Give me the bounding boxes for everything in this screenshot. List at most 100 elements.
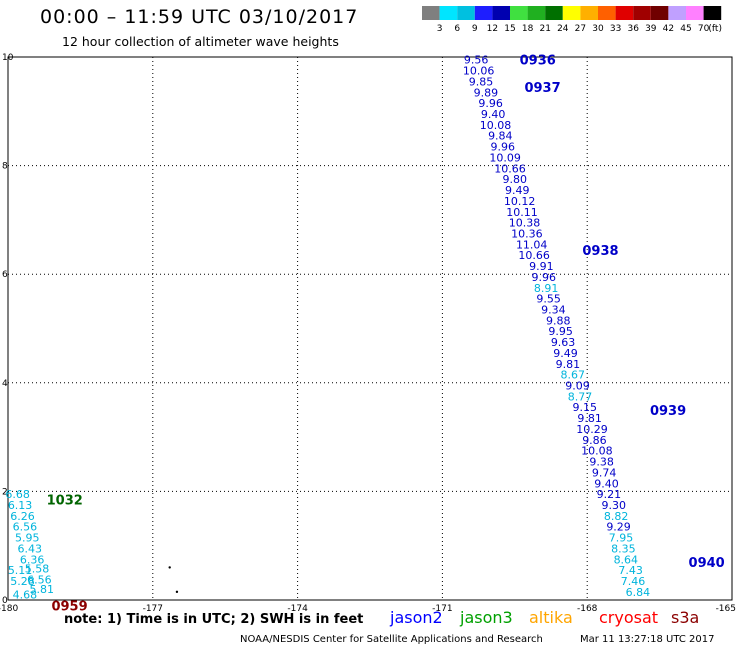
- wave-height-label: 8.35: [611, 542, 636, 555]
- wave-height-label: 10.29: [576, 423, 608, 436]
- wave-height-label: 8.77: [568, 390, 593, 403]
- colorbar-swatch: [545, 6, 563, 20]
- wave-height-label: 8.67: [560, 369, 585, 382]
- colorbar-tick-label: 9: [472, 24, 478, 34]
- colorbar-tick-label: 24: [557, 24, 569, 34]
- wave-height-label: 10.38: [509, 217, 541, 230]
- colorbar-legend: 3 6 9 12 15 18 21 24 27 30 33 36 39 42 45 70 (ft): [422, 6, 722, 34]
- colorbar-swatch: [510, 6, 528, 20]
- colorbar-tick-label: 39: [645, 24, 657, 34]
- wave-height-label: 5.95: [15, 532, 40, 545]
- wave-height-label: 6.56: [13, 521, 38, 534]
- colorbar-swatch: [598, 6, 616, 20]
- y-tick-label: 2: [2, 487, 8, 497]
- wave-height-label: 7.43: [618, 564, 643, 577]
- axis-ticks: -180 -177 -174 -171 -168 -165 0 2 4 6 8 10: [0, 53, 736, 614]
- wave-height-label: 10.06: [463, 65, 495, 78]
- wave-height-label: 11.04: [516, 238, 548, 251]
- wave-height-label: 6.84: [626, 586, 651, 599]
- wave-height-label: 9.85: [469, 75, 494, 88]
- satellite-legend-jason2: jason2: [390, 608, 443, 627]
- wave-height-label: 9.96: [532, 271, 557, 284]
- colorbar-tick-label: 21: [539, 24, 550, 34]
- wave-height-label: 5.28: [10, 575, 35, 588]
- wave-height-label: 5.11: [8, 564, 33, 577]
- colorbar-tick-label: 3: [437, 24, 443, 34]
- wave-height-label: 8.64: [614, 553, 639, 566]
- wave-height-label: 9.49: [553, 347, 578, 360]
- colorbar-swatch: [422, 6, 440, 20]
- pass-time-labels: 0936 0937 0938 0939 0940 1032 0959: [47, 54, 725, 615]
- colorbar-tick-label: 18: [522, 24, 534, 34]
- wave-height-label: 9.81: [556, 358, 581, 371]
- map-subtitle: 12 hour collection of altimeter wave hei…: [62, 34, 339, 49]
- lat-lon-grid: [7, 56, 733, 601]
- satellite-legend-cryosat: cryosat: [599, 608, 659, 627]
- colorbar-swatch: [703, 6, 722, 20]
- x-tick-label: -174: [287, 604, 308, 614]
- wave-height-label: 10.66: [518, 249, 550, 262]
- colorbar-tick-label: 27: [575, 24, 586, 34]
- satellite-legend-jason3: jason3: [460, 608, 513, 627]
- wave-height-label: 9.86: [582, 434, 607, 447]
- colorbar-tick-label: 15: [504, 24, 515, 34]
- wave-height-label: 10.66: [494, 162, 526, 175]
- pass-time-label: 1032: [47, 494, 83, 509]
- colorbar-swatch: [439, 6, 458, 20]
- wave-height-label: 10.12: [504, 195, 536, 208]
- observation-dot: [175, 590, 179, 594]
- wave-height-label: 9.34: [541, 303, 566, 316]
- wave-height-values: 9.5610.069.859.899.969.4010.089.849.9610…: [5, 54, 650, 602]
- wave-height-label: 6.68: [5, 488, 30, 501]
- pass-time-label: 0959: [51, 599, 87, 614]
- colorbar-swatch: [562, 6, 581, 20]
- wave-height-label: 9.96: [490, 141, 515, 154]
- wave-height-label: 5.58: [25, 563, 50, 576]
- wave-height-label: 9.96: [478, 97, 503, 110]
- pass-time-label: 0940: [689, 556, 725, 571]
- wave-height-label: 8.91: [534, 282, 559, 295]
- wave-height-label: 9.49: [505, 184, 530, 197]
- wave-height-label: 8.82: [604, 510, 629, 523]
- wave-height-label: 9.56: [464, 54, 489, 67]
- wave-height-label: 9.09: [565, 380, 590, 393]
- wave-height-label: 10.36: [511, 227, 543, 240]
- credit-line: NOAA/NESDIS Center for Satellite Applica…: [240, 634, 543, 645]
- wave-height-label: 6.36: [20, 553, 45, 566]
- colorbar-swatch: [633, 6, 651, 20]
- x-tick-label: -180: [0, 604, 18, 614]
- colorbar-tick-label: 45: [680, 24, 691, 34]
- wave-height-label: 6.13: [8, 499, 33, 512]
- wave-height-label: 7.95: [609, 532, 634, 545]
- wave-height-label: 9.29: [606, 521, 631, 534]
- colorbar-tick-label: 33: [610, 24, 621, 34]
- footer-note: note: 1) Time is in UTC; 2) SWH is in fe…: [64, 612, 364, 627]
- wave-height-label: 9.38: [589, 456, 614, 469]
- colorbar-unit: (ft): [708, 24, 722, 34]
- wave-height-label: 10.11: [506, 206, 538, 219]
- pass-time-label: 0936: [520, 54, 556, 69]
- wave-height-label: 7.46: [621, 575, 646, 588]
- wave-height-label: 9.55: [536, 293, 561, 306]
- pass-time-label: 0937: [524, 81, 560, 96]
- wave-height-label: 9.40: [481, 108, 506, 121]
- x-tick-label: -168: [577, 604, 598, 614]
- colorbar-tick-label: 42: [663, 24, 674, 34]
- map-title: 00:00 – 11:59 UTC 03/10/2017: [40, 6, 359, 28]
- wave-height-label: 9.40: [594, 477, 619, 490]
- wave-height-label: 6.43: [17, 542, 42, 555]
- wave-height-label: 9.15: [573, 401, 598, 414]
- colorbar-tick-label: 12: [487, 24, 498, 34]
- colorbar-swatch: [686, 6, 704, 20]
- y-tick-label: 10: [2, 53, 14, 63]
- satellite-legend-s3a: s3a: [671, 608, 700, 627]
- x-tick-label: -177: [143, 604, 163, 614]
- wave-height-label: 9.74: [592, 466, 617, 479]
- wave-height-label: 9.21: [597, 488, 622, 501]
- wave-height-label: 9.95: [548, 325, 573, 338]
- colorbar-swatch: [650, 6, 669, 20]
- colorbar-swatch: [474, 6, 493, 20]
- y-tick-label: 0: [2, 596, 8, 606]
- wave-height-label: 9.63: [551, 336, 576, 349]
